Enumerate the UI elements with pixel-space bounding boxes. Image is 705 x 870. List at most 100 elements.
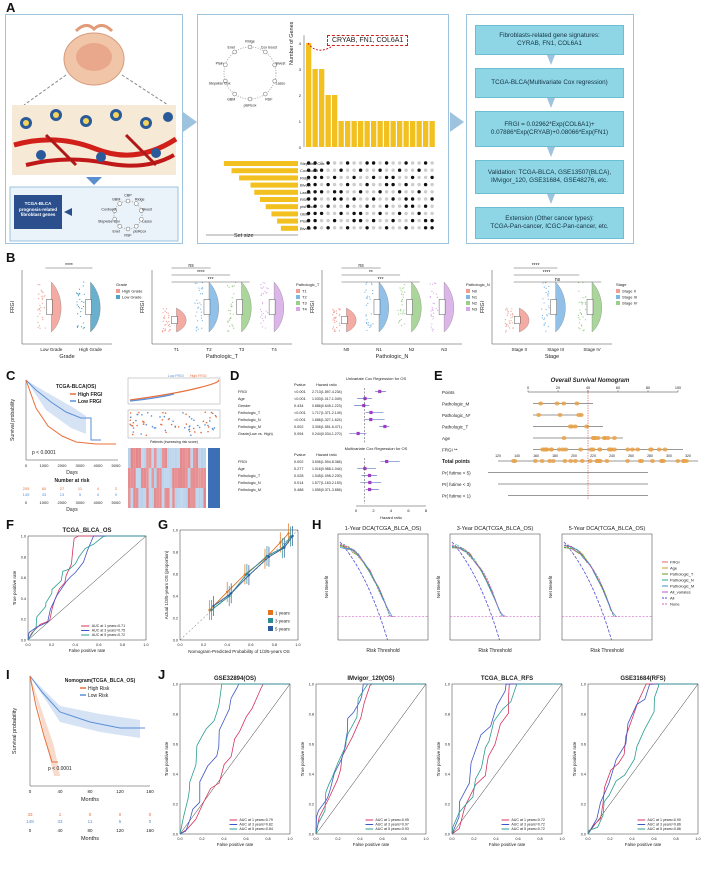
jitter-point bbox=[228, 319, 230, 321]
jitter-point bbox=[577, 281, 580, 284]
survival-point bbox=[153, 427, 156, 429]
upset-dot bbox=[410, 161, 415, 165]
heatmap-cell bbox=[185, 468, 188, 488]
jitter-point bbox=[165, 323, 167, 325]
jitter-point bbox=[232, 285, 234, 287]
f-ytick: 1.0 bbox=[21, 535, 26, 539]
violin bbox=[51, 281, 62, 333]
j2-xtick: 1.0 bbox=[559, 837, 564, 841]
survival-point bbox=[142, 423, 145, 425]
jitter-point bbox=[397, 309, 399, 312]
heatmap-cell bbox=[130, 448, 134, 468]
jitter-point bbox=[334, 329, 336, 331]
jitter-point bbox=[400, 324, 403, 326]
jitter-point bbox=[200, 288, 203, 290]
e-total-dot bbox=[594, 459, 600, 463]
forest-xtick: 4 bbox=[390, 508, 393, 513]
upset-dot bbox=[384, 211, 389, 216]
survival-point bbox=[193, 419, 195, 421]
heatmap-cell bbox=[161, 468, 165, 488]
i-low-ci bbox=[30, 676, 140, 738]
e-total-tick: 260 bbox=[628, 454, 634, 458]
panel-h-dca: 1-Year DCA(TCGA_BLCA_OS) Risk Threshold Ne… bbox=[324, 526, 694, 654]
panel-label-i: I bbox=[6, 667, 10, 682]
j3-xtick: 0.0 bbox=[585, 837, 590, 841]
jitter-point bbox=[401, 298, 404, 300]
jitter-point bbox=[542, 282, 544, 284]
survival-point bbox=[182, 412, 184, 414]
j0-ytick: 0.8 bbox=[173, 713, 178, 717]
upset-dot bbox=[391, 204, 395, 208]
c-risk-low: 149 bbox=[23, 492, 30, 497]
b-legend-swatch bbox=[296, 301, 300, 305]
jitter-point bbox=[584, 319, 587, 321]
upset-dot bbox=[378, 197, 382, 201]
survival-point bbox=[159, 416, 161, 418]
jitter-point bbox=[196, 326, 198, 328]
h-model-curve bbox=[339, 544, 382, 596]
i-risk-high: 33 bbox=[27, 812, 33, 817]
upset-dot bbox=[332, 190, 337, 194]
upset-dot bbox=[391, 211, 395, 216]
uni-row-p: 0.002 bbox=[294, 425, 304, 429]
multi-row-hr: 1.577(1.163-2.153) bbox=[312, 481, 342, 485]
uni-row-hr: 0.244(0.034-1.270) bbox=[312, 432, 342, 436]
netL-node-label: Enet bbox=[113, 230, 120, 234]
h-model-curve bbox=[451, 546, 505, 617]
uni-row-name: Pathologic_T bbox=[238, 411, 261, 415]
h-model-curve bbox=[563, 544, 609, 602]
j0-title: GSE32894(OS) bbox=[214, 676, 256, 682]
heatmap-cell bbox=[164, 468, 167, 488]
flow-step-4: Validation: TCGA-BLCA, GSE13507(BLCA), I… bbox=[475, 160, 624, 194]
survival-point bbox=[136, 413, 139, 416]
e-total-dot bbox=[579, 459, 585, 463]
upset-dot bbox=[358, 204, 363, 208]
panel-label-h: H bbox=[312, 517, 322, 532]
set-name: GBM bbox=[300, 211, 309, 216]
j3-xtick: 0.6 bbox=[651, 837, 656, 841]
e-total-dot bbox=[562, 459, 568, 463]
jitter-point bbox=[198, 289, 201, 291]
jitter-point bbox=[82, 322, 85, 324]
jitter-point bbox=[260, 322, 262, 324]
uni-row-name: Gender bbox=[238, 404, 251, 408]
b-legend-swatch bbox=[616, 301, 620, 305]
multi-row-p: 0.488 bbox=[294, 488, 304, 492]
netL-node-label: Coxboost bbox=[101, 207, 116, 211]
uni-hr-point bbox=[363, 396, 367, 401]
heatmap-cell bbox=[198, 468, 201, 488]
multi-title: Multivariate Cox Regression for OS bbox=[345, 446, 408, 451]
e-density-dot bbox=[554, 401, 560, 406]
survival-point bbox=[188, 429, 190, 431]
multi-col-hr: Hazard ratio bbox=[316, 453, 337, 457]
upset-dot bbox=[345, 218, 350, 223]
jitter-point bbox=[38, 293, 40, 295]
e-density-dot bbox=[588, 447, 594, 452]
jitter-point bbox=[368, 296, 370, 298]
survival-point bbox=[207, 424, 209, 427]
i-risk-xtick: 160 bbox=[146, 828, 154, 833]
uni-hr-point bbox=[383, 424, 387, 429]
j0-legend-label: AUC at 1 years=0.79 bbox=[239, 818, 272, 822]
heatmap-cell bbox=[185, 488, 188, 508]
e-title: Overall Survival Nomogram bbox=[551, 378, 630, 384]
survival-point bbox=[141, 414, 143, 416]
b-legend-label: T1 bbox=[302, 289, 307, 294]
jitter-point bbox=[432, 328, 435, 331]
jitter-point bbox=[398, 320, 401, 322]
j1-xtick: 0.2 bbox=[335, 837, 340, 841]
b-group-label: T3 bbox=[239, 347, 245, 352]
f-ytick: 0.2 bbox=[21, 618, 26, 622]
jitter-point bbox=[370, 313, 372, 315]
jitter-point bbox=[431, 308, 433, 310]
j2-xtick: 0.2 bbox=[471, 837, 476, 841]
upset-dot bbox=[391, 218, 395, 223]
set-name: Plain bbox=[300, 219, 309, 224]
upset-dot bbox=[384, 197, 389, 201]
jitter-point bbox=[545, 330, 547, 332]
heatmap-cell bbox=[203, 448, 206, 468]
jitter-point bbox=[333, 319, 336, 321]
jitter-point bbox=[429, 296, 431, 298]
forest-xtick: 2 bbox=[372, 508, 375, 513]
